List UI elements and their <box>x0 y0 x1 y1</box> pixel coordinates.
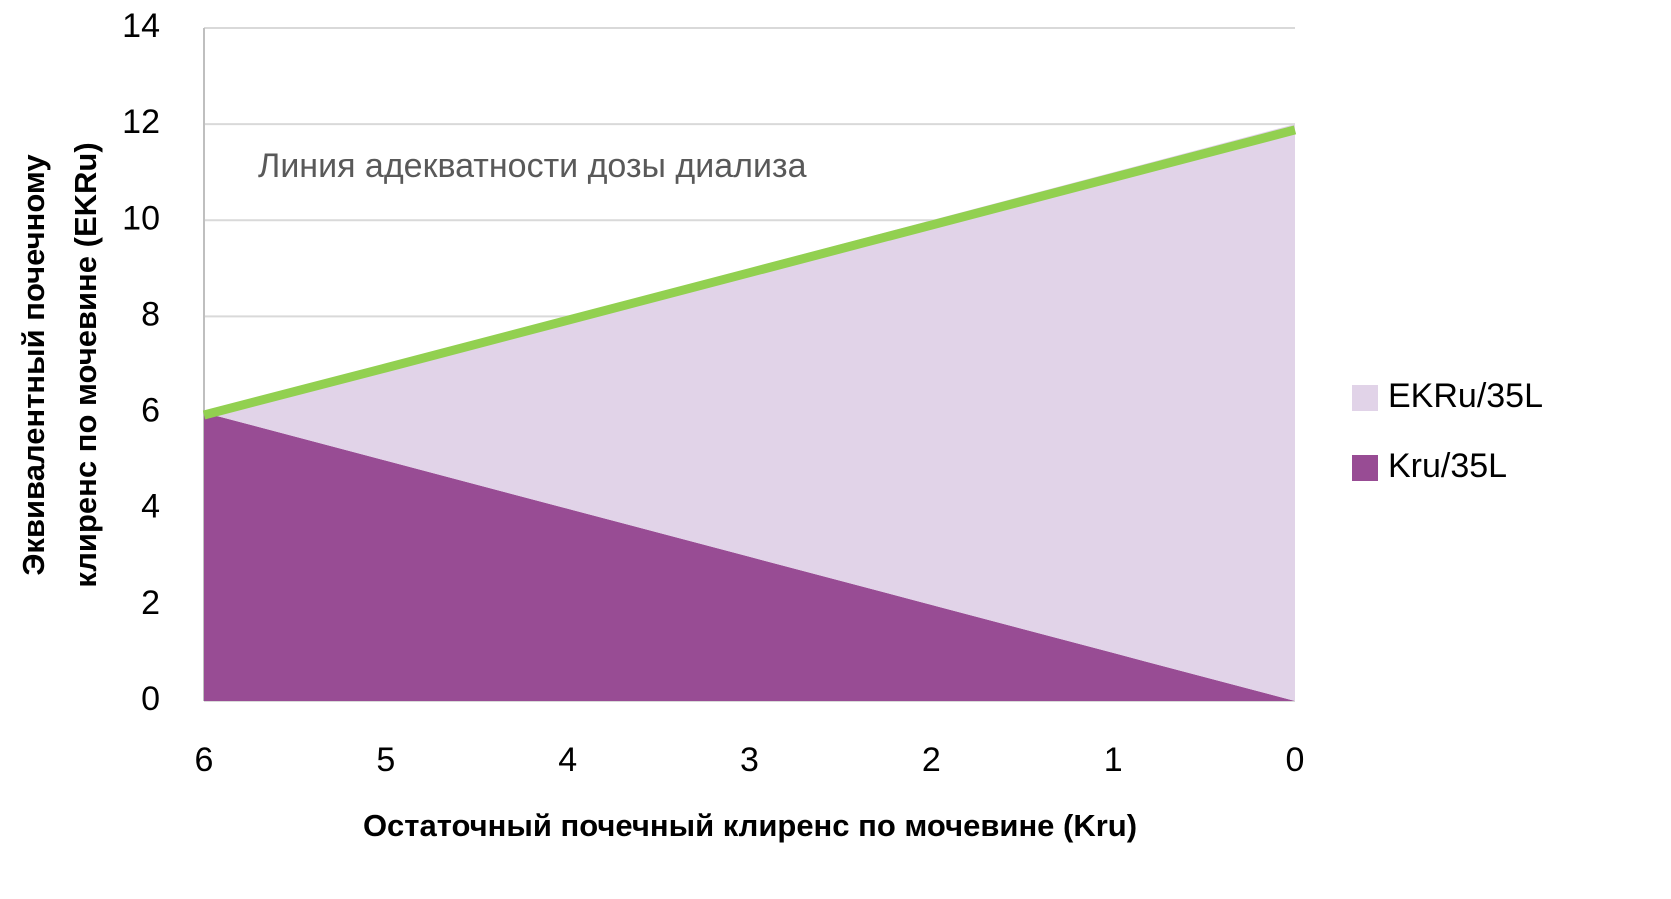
x-tick-label: 4 <box>558 741 577 779</box>
y-tick-label: 12 <box>122 103 160 141</box>
legend-swatch <box>1352 455 1378 481</box>
y-tick-label: 6 <box>141 392 160 430</box>
x-tick-label: 3 <box>740 741 759 779</box>
y-tick-label: 8 <box>141 295 160 333</box>
y-tick-label: 10 <box>122 199 160 237</box>
y-axis-title: Эквивалентный почечному <box>16 154 51 576</box>
x-tick-label: 0 <box>1286 741 1305 779</box>
legend-label: Kru/35L <box>1388 447 1507 485</box>
area <box>204 124 1295 701</box>
y-tick-label: 14 <box>122 7 160 45</box>
annotation: Линия адекватности дозы диализа <box>258 147 807 185</box>
x-tick-label: 2 <box>922 741 941 779</box>
y-axis-title: клиренс по мочевине (EKRu) <box>68 142 103 587</box>
y-tick-label: 2 <box>141 584 160 622</box>
x-tick-label: 6 <box>195 741 214 779</box>
legend-swatch <box>1352 385 1378 411</box>
y-tick-label: 4 <box>141 488 160 526</box>
x-tick-label: 5 <box>376 741 395 779</box>
legend-label: EKRu/35L <box>1388 377 1543 415</box>
x-axis-title: Остаточный почечный клиренс по мочевине … <box>363 808 1137 843</box>
y-tick-label: 0 <box>141 680 160 718</box>
adequacy-line <box>202 125 1297 420</box>
x-tick-label: 1 <box>1104 741 1123 779</box>
